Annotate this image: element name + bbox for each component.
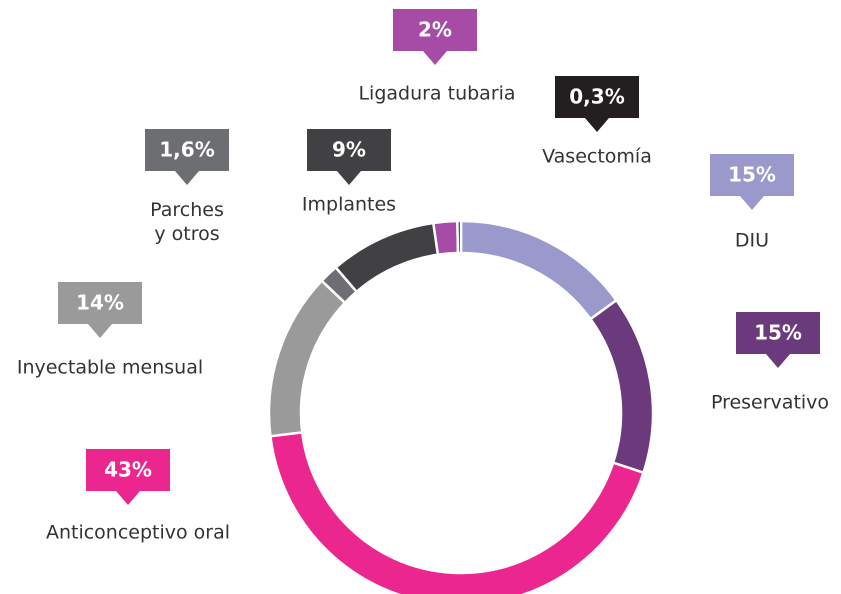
category-label: Inyectable mensual bbox=[17, 357, 203, 379]
category-label: Anticonceptivo oral bbox=[46, 522, 230, 544]
value-label: 15% bbox=[754, 321, 802, 345]
value-label: 0,3% bbox=[569, 85, 624, 109]
category-label: Implantes bbox=[302, 194, 396, 216]
callout-box bbox=[86, 449, 170, 505]
callout-box bbox=[393, 9, 477, 65]
category-label: Vasectomía bbox=[542, 146, 652, 168]
callout-box bbox=[736, 312, 820, 368]
value-label: 9% bbox=[332, 138, 366, 162]
value-label: 14% bbox=[76, 291, 124, 315]
callout-box bbox=[555, 76, 639, 132]
value-label: 15% bbox=[728, 163, 776, 187]
category-label: Parches y otros bbox=[150, 199, 224, 245]
callout-box bbox=[58, 282, 142, 338]
donut-segment bbox=[456, 219, 463, 255]
value-label: 2% bbox=[418, 18, 452, 42]
label-line: y otros bbox=[154, 223, 219, 245]
callout-box bbox=[307, 129, 391, 185]
category-label: DIU bbox=[735, 230, 769, 252]
callout-box bbox=[710, 154, 794, 210]
label-line: Parches bbox=[150, 199, 224, 221]
donut-segment bbox=[333, 221, 440, 294]
category-label: Ligadura tubaria bbox=[358, 83, 515, 105]
value-label: 43% bbox=[104, 458, 152, 482]
donut-segment bbox=[269, 430, 646, 594]
value-label: 1,6% bbox=[159, 138, 214, 162]
donut-segment bbox=[459, 219, 619, 321]
donut-segment bbox=[431, 219, 460, 257]
callout-box bbox=[145, 129, 229, 185]
donut-segment bbox=[588, 298, 655, 475]
category-label: Preservativo bbox=[711, 392, 829, 414]
donut-segment bbox=[267, 279, 347, 438]
